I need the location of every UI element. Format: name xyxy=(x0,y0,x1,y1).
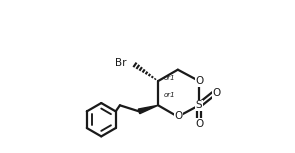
Polygon shape xyxy=(138,105,158,114)
Text: O: O xyxy=(195,119,204,129)
Text: O: O xyxy=(213,88,221,98)
Text: O: O xyxy=(196,76,204,86)
Text: or1: or1 xyxy=(164,92,176,98)
Text: S: S xyxy=(196,100,202,110)
Text: Br: Br xyxy=(115,58,127,68)
Text: O: O xyxy=(174,111,183,121)
Text: or1: or1 xyxy=(164,75,176,81)
